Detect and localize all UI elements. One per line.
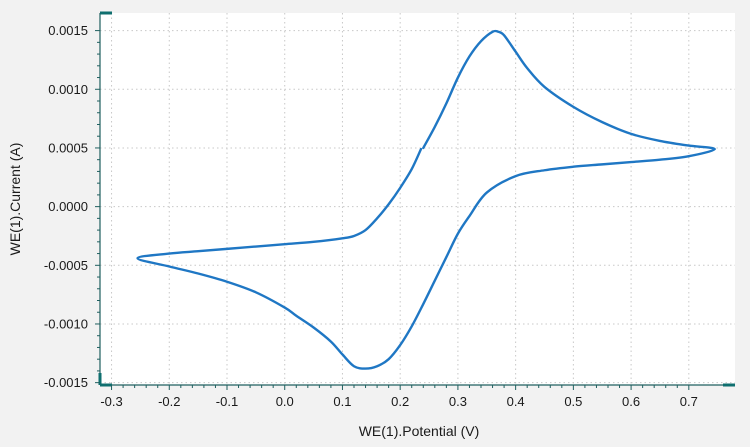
x-axis-title: WE(1).Potential (V) xyxy=(359,423,480,439)
tick-labels: -0.3 -0.2 -0.1 0.0 0.1 0.2 0.3 0.4 0.5 0.6 0.7 0.00… xyxy=(44,23,698,409)
x-tick-label: -0.1 xyxy=(216,394,238,409)
voltammogram-curve xyxy=(136,29,716,370)
x-tick-label: 0.3 xyxy=(449,394,467,409)
y-tick-label: 0.0000 xyxy=(48,199,88,214)
x-tick-label: 0.0 xyxy=(276,394,294,409)
series-layer xyxy=(136,29,716,370)
y-tick-label: 0.0015 xyxy=(48,23,88,38)
axes xyxy=(98,11,735,387)
x-tick-label: 0.1 xyxy=(333,394,351,409)
y-tick-label: 0.0005 xyxy=(48,140,88,155)
y-tick-label: -0.0010 xyxy=(44,316,88,331)
x-tick-label: 0.6 xyxy=(622,394,640,409)
y-tick-label: 0.0010 xyxy=(48,82,88,97)
y-tick-label: -0.0005 xyxy=(44,258,88,273)
x-tick-label: 0.4 xyxy=(507,394,525,409)
x-tick-label: 0.7 xyxy=(680,394,698,409)
x-tick-label: -0.3 xyxy=(100,394,122,409)
plot-area xyxy=(100,13,735,385)
y-tick-label: -0.0015 xyxy=(44,375,88,390)
y-axis-title: WE(1).Current (A) xyxy=(7,143,23,256)
x-tick-label: 0.2 xyxy=(391,394,409,409)
x-tick-label: -0.2 xyxy=(158,394,180,409)
gridlines xyxy=(100,13,735,385)
x-tick-label: 0.5 xyxy=(564,394,582,409)
